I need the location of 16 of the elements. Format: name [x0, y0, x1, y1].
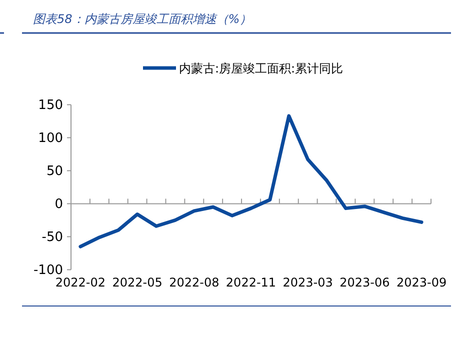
y-tick-label: 100 [38, 131, 63, 146]
y-tick-label: -50 [42, 230, 63, 246]
x-tick-label: 2022-08 [169, 276, 220, 290]
x-tick-label: 2023-06 [340, 276, 390, 290]
y-tick-label: 0 [54, 197, 63, 212]
y-tick-label: 150 [38, 98, 63, 114]
x-tick-label: 2023-09 [396, 276, 447, 290]
x-tick-label: 2023-03 [282, 276, 333, 290]
y-tick-label: -100 [33, 263, 63, 278]
legend-label: 内蒙古:房屋竣工面积:累计同比 [179, 62, 344, 76]
y-tick-label: 50 [46, 164, 63, 180]
chart-title: 图表58：内蒙古房屋竣工面积增速（%） [33, 12, 252, 26]
line-series [78, 114, 424, 248]
x-tick-label: 2022-11 [226, 276, 276, 290]
x-tick-label: 2022-02 [55, 276, 106, 290]
x-tick-label: 2022-05 [112, 276, 162, 290]
